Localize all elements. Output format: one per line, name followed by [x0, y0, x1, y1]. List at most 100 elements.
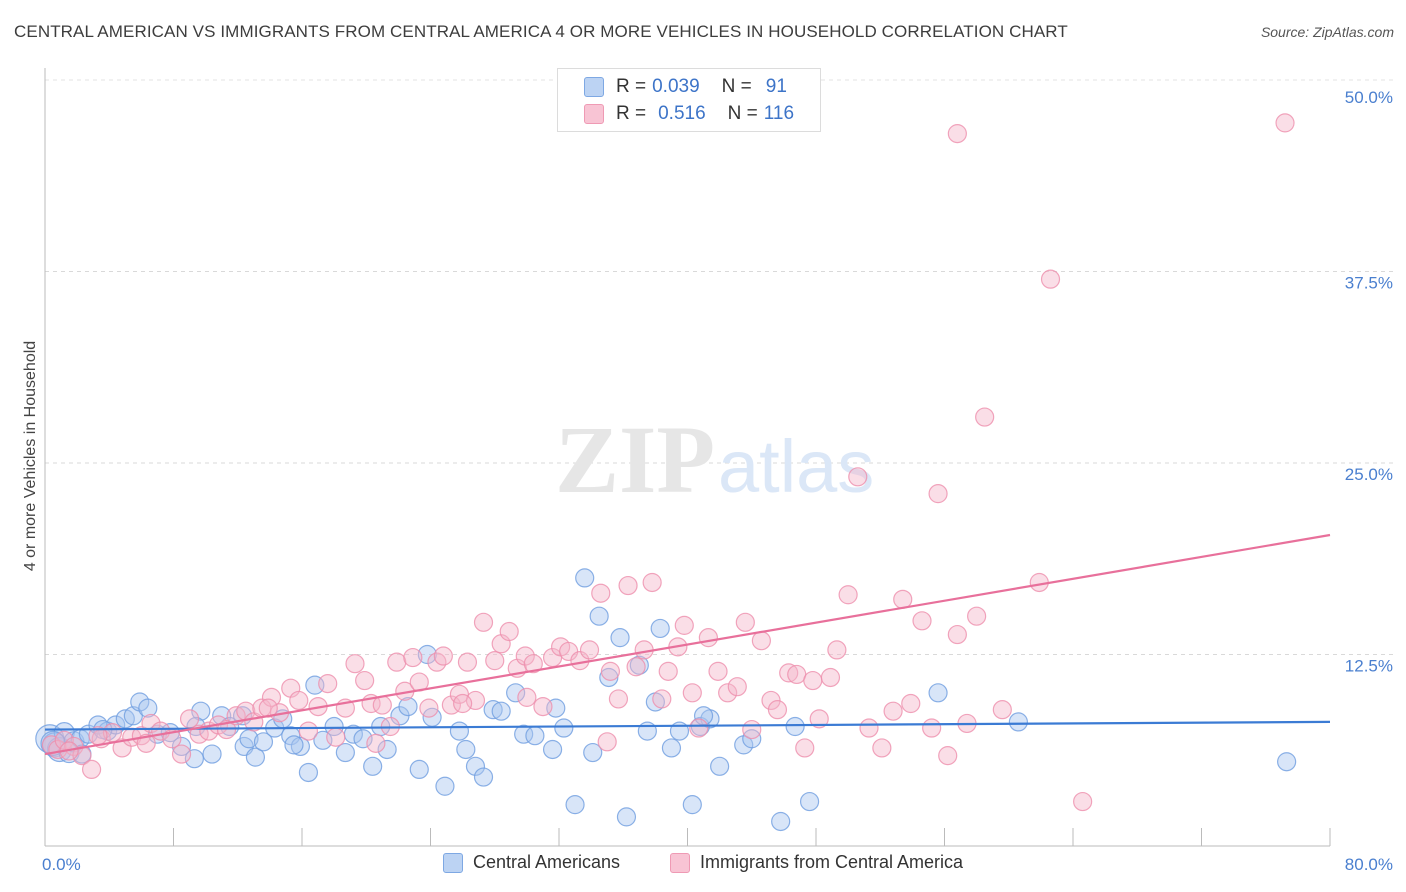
point-central-american: [650, 618, 670, 639]
point-central-american: [377, 739, 397, 760]
point-central-american: [290, 736, 310, 757]
point-central-american: [284, 735, 304, 755]
point-central-american: [661, 738, 682, 758]
point-central-american: [629, 655, 649, 675]
point-immigrant: [779, 663, 799, 683]
point-immigrant: [992, 700, 1012, 720]
point-immigrant: [658, 661, 678, 681]
point-immigrant: [1073, 791, 1093, 812]
point-central-american: [610, 628, 630, 648]
point-immigrant: [608, 689, 629, 709]
point-central-american: [589, 606, 609, 626]
point-immigrant: [883, 701, 903, 721]
point-central-american: [473, 767, 494, 787]
legend-swatch-blue: [584, 77, 604, 97]
legend-n-label: N =: [727, 103, 758, 124]
point-immigrant: [355, 670, 375, 691]
legend-r-label: R =: [616, 76, 647, 97]
point-immigrant: [820, 667, 841, 688]
bottom-legend-swatch-blue: [443, 852, 463, 873]
point-central-american: [398, 696, 418, 717]
point-immigrant: [523, 654, 543, 674]
legend-swatch-pink: [584, 104, 604, 124]
point-immigrant: [387, 652, 407, 672]
point-immigrant: [517, 687, 537, 707]
y-tick-label: 37.5%: [1345, 274, 1393, 293]
point-central-american: [363, 756, 383, 776]
point-immigrant: [136, 733, 156, 753]
point-immigrant: [718, 683, 738, 703]
point-immigrant: [674, 615, 694, 635]
point-immigrant: [938, 746, 958, 766]
y-tick-label: 50.0%: [1345, 88, 1393, 107]
point-immigrant: [1275, 113, 1295, 133]
trend-line-pink: [44, 533, 1331, 756]
legend-r-value: 0.039: [652, 76, 700, 97]
point-central-american: [1008, 712, 1028, 732]
point-immigrant: [975, 407, 995, 427]
point-immigrant: [893, 589, 913, 609]
point-immigrant: [289, 690, 309, 711]
point-immigrant: [112, 738, 132, 758]
point-immigrant: [947, 624, 967, 645]
point-immigrant: [179, 709, 200, 729]
trend-lines: [44, 533, 1331, 756]
point-immigrant: [827, 640, 847, 660]
x-tick-label: 80.0%: [1345, 855, 1393, 874]
point-immigrant: [848, 467, 868, 487]
point-central-american: [599, 667, 619, 688]
point-immigrant: [967, 606, 987, 626]
point-immigrant: [403, 647, 423, 668]
point-central-american: [637, 721, 657, 741]
bottom-legend-central-americans: Central Americans: [443, 852, 620, 873]
point-immigrant: [727, 677, 747, 697]
point-central-american: [785, 716, 805, 737]
point-immigrant: [803, 670, 823, 691]
point-immigrant: [579, 640, 600, 660]
point-central-american: [417, 644, 437, 665]
point-central-american: [483, 700, 503, 720]
point-central-american: [409, 759, 429, 780]
point-central-american: [682, 795, 702, 815]
trend-line-blue: [44, 720, 1331, 731]
bottom-legend-immigrants: Immigrants from Central America: [670, 852, 963, 873]
bottom-legend-label: Central Americans: [473, 852, 621, 872]
point-immigrant: [735, 612, 755, 632]
point-central-american: [449, 721, 470, 741]
point-immigrant: [54, 730, 74, 750]
point-immigrant: [298, 721, 319, 741]
point-immigrant: [787, 664, 807, 685]
point-immigrant: [81, 759, 102, 780]
bottom-legend-label: Immigrants from Central America: [700, 852, 964, 872]
legend-n-value: 91: [765, 76, 787, 97]
correlation-legend: R = 0.039 N = 91 R = 0.516 N = 116: [557, 68, 821, 132]
point-central-american: [456, 739, 476, 760]
point-immigrant: [652, 689, 672, 709]
point-central-american: [353, 729, 373, 749]
point-central-american: [298, 762, 319, 783]
axes: [44, 68, 1331, 847]
point-central-american: [771, 811, 791, 832]
point-immigrant: [499, 621, 519, 642]
point-immigrant: [618, 575, 638, 596]
bottom-legend-swatch-pink: [670, 852, 690, 873]
chart-title: CENTRAL AMERICAN VS IMMIGRANTS FROM CENT…: [14, 22, 1068, 41]
point-immigrant: [698, 628, 718, 648]
point-immigrant: [261, 687, 282, 707]
point-central-american: [138, 698, 158, 718]
point-central-american: [245, 747, 266, 767]
chart-source: Source: ZipAtlas.com: [1260, 24, 1394, 40]
point-immigrant: [751, 631, 771, 651]
point-immigrant: [591, 583, 611, 603]
watermark-atlas: atlas: [718, 425, 874, 508]
grid-lines: [45, 79, 1395, 655]
point-immigrant: [809, 709, 829, 729]
y-tick-label: 12.5%: [1345, 657, 1393, 676]
legend-n-value: 116: [763, 103, 795, 124]
y-tick-label: 25.0%: [1345, 465, 1393, 484]
point-immigrant: [72, 746, 92, 766]
point-central-american: [525, 726, 545, 746]
point-immigrant: [767, 700, 788, 720]
point-immigrant: [171, 744, 192, 764]
point-central-american: [799, 791, 820, 812]
